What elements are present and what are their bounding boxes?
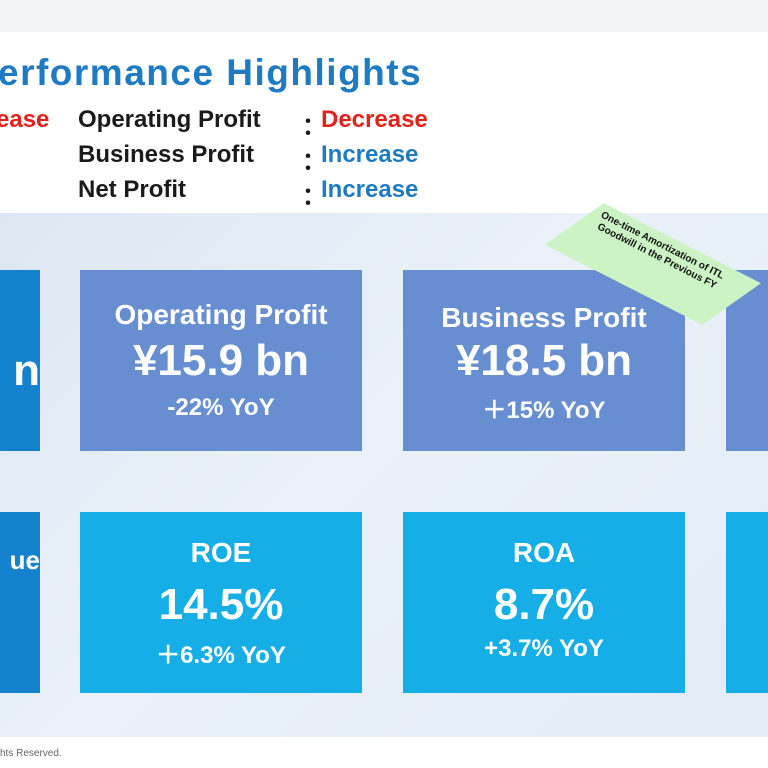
kpi-caption: Operating Profit: [114, 299, 328, 330]
top-bar: [0, 0, 768, 32]
page-title: erformance Highlights: [0, 52, 423, 93]
summary-status: Increase: [321, 141, 419, 168]
kpi-tile-roa: ROA 8.7% +3.7% YoY: [403, 512, 685, 693]
kpi-change: +3.7% YoY: [484, 635, 604, 662]
summary-colon: ：: [302, 183, 326, 210]
kpi-tile-partial-left: n: [0, 270, 40, 451]
kpi-tile-operating-profit: Operating Profit ¥15.9 bn -22% YoY: [80, 270, 362, 451]
kpi-tile-roe: ROE 14.5% ＋6.3% YoY: [80, 512, 362, 693]
summary-colon: ：: [302, 113, 326, 140]
kpi-value: 14.5%: [158, 580, 284, 629]
kpi-caption: ROA: [512, 537, 576, 568]
kpi-caption: ue: [9, 545, 40, 575]
kpi-value: ¥18.5 bn: [455, 336, 633, 385]
kpi-value: ¥15.9 bn: [132, 336, 310, 385]
kpi-change: -22% YoY: [167, 394, 275, 421]
kpi-caption: Business Profit: [441, 302, 647, 333]
kpi-caption: ROE: [190, 537, 252, 568]
summary-label: Net Profit: [78, 176, 186, 203]
summary-label: Operating Profit: [78, 106, 261, 133]
kpi-tile-partial-right: [726, 512, 768, 693]
summary-lead-fragment: ease: [0, 106, 50, 133]
summary-label: Business Profit: [78, 141, 255, 168]
kpi-change: ＋6.3% YoY: [156, 642, 286, 669]
summary-status: Decrease: [321, 106, 428, 133]
kpi-value: 8.7%: [493, 580, 595, 629]
kpi-tile-business-profit: Business Profit ¥18.5 bn ＋15% YoY: [403, 270, 685, 451]
summary-status: Increase: [321, 176, 419, 203]
copyright-footer: hts Reserved.: [0, 748, 62, 759]
kpi-value: n: [13, 346, 40, 395]
kpi-change: ＋15% YoY: [482, 397, 606, 424]
summary-colon: ：: [302, 148, 326, 175]
kpi-tile-partial-left: ue: [0, 512, 40, 693]
